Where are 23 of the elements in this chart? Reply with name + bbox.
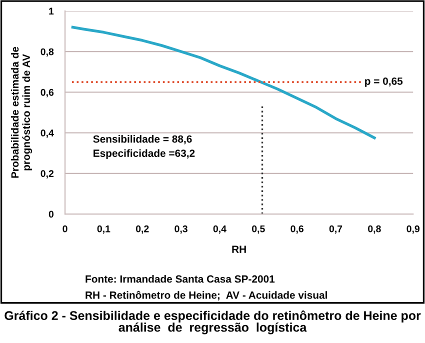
x-axis-title: RH xyxy=(232,246,246,253)
x-tick-label: 0,9 xyxy=(406,225,420,234)
y-axis-title: Probabilidade estimada de prognóstico ruim de AV xyxy=(10,46,32,178)
x-tick-label: 0,7 xyxy=(329,225,342,234)
x-tick-label: 0,8 xyxy=(368,225,381,234)
x-tick-label: 0,4 xyxy=(213,225,226,234)
text: Gráfico 2 - Sensibilidade e especificidade do retinômetro de Heine por análise de regressão logística xyxy=(4,310,421,334)
text: RH - Retinômetro de Heine; AV - Acuidade visual xyxy=(86,290,327,300)
y-tick-label: 0 xyxy=(48,210,54,218)
x-tick-label: 0,5 xyxy=(252,225,265,234)
ref-line-label: p = 0,65 xyxy=(365,77,403,87)
x-tick-label: 0,3 xyxy=(174,225,188,234)
source-note: Fonte: Irmandade Santa Casa SP-2001 xyxy=(86,275,275,283)
y-tick-label: 0,8 xyxy=(40,48,54,57)
y-tick-label: 1 xyxy=(49,8,54,14)
x-tick-label: 0,1 xyxy=(97,225,110,234)
y-tick-label: 0,6 xyxy=(40,88,54,98)
y-tick-label: 0,4 xyxy=(40,130,54,138)
x-tick-label: 0,2 xyxy=(136,225,149,234)
x-tick-label: 0,6 xyxy=(290,225,304,234)
x-tick-label: 0 xyxy=(62,225,68,232)
y-tick-label: 0,2 xyxy=(40,170,54,178)
annotation: Sensibilidade = 88,6 Especificidade =63,2 xyxy=(93,135,195,159)
